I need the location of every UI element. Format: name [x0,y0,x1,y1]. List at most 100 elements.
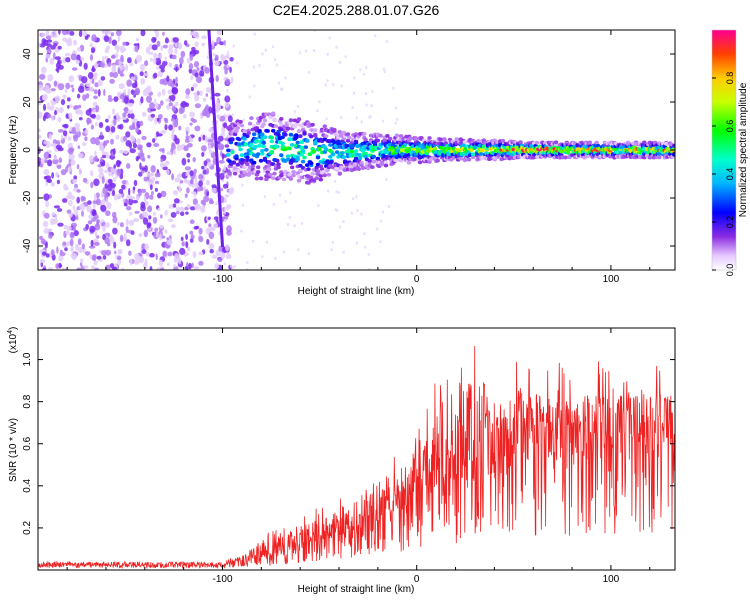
noise-speckle [293,224,296,228]
noise-speckle [324,83,327,87]
noise-speckle [43,193,50,201]
noise-speckle [133,217,140,223]
signal-cell [230,137,235,142]
noise-speckle [125,140,132,147]
signal-cell [298,168,303,173]
noise-speckle [351,197,355,201]
spectrogram-y-axis-label: Frequency (Hz) [8,116,19,185]
noise-speckle [105,30,112,35]
noise-speckle [109,78,115,84]
noise-speckle [140,78,146,85]
noise-speckle [159,53,163,60]
noise-speckle [176,173,182,179]
noise-speckle [166,237,169,241]
noise-speckle [153,72,158,79]
noise-speckle [191,46,196,51]
noise-speckle [48,228,53,232]
noise-speckle [68,75,75,83]
noise-speckle [57,222,64,227]
noise-speckle [174,41,178,48]
noise-speckle [174,137,180,145]
noise-speckle [110,126,116,133]
noise-speckle [253,32,256,36]
signal-cell [254,176,260,181]
signal-cell [287,137,292,142]
noise-speckle [38,157,42,164]
noise-speckle [132,142,137,149]
noise-speckle [133,260,140,265]
noise-speckle [60,169,67,176]
noise-speckle [106,242,111,247]
noise-speckle [154,231,157,237]
signal-cell [279,117,284,121]
noise-speckle [168,47,173,55]
spectrogram-x-tick-label: -100 [212,274,232,285]
noise-speckle [219,172,225,180]
colorbar-label: Normalized spectral amplitude [738,82,749,217]
noise-speckle [123,135,127,142]
noise-speckle [198,136,202,142]
noise-speckle [89,54,94,61]
noise-speckle [214,92,221,97]
snr-y-tick-label: 1.0 [22,352,33,366]
noise-speckle [97,79,103,87]
noise-speckle [202,134,206,141]
noise-speckle [159,233,162,241]
noise-speckle [170,83,175,88]
noise-speckle [136,120,141,129]
signal-cell [300,149,306,153]
signal-cell [288,132,294,137]
noise-speckle [68,213,73,218]
signal-cell [393,158,398,163]
noise-speckle [77,238,82,246]
noise-speckle [89,225,96,233]
noise-speckle [175,66,178,73]
noise-speckle [189,170,194,177]
noise-speckle [193,168,197,175]
noise-speckle [51,172,54,179]
noise-speckle [342,220,345,224]
noise-speckle [47,74,54,82]
noise-speckle [113,118,117,126]
signal-cell [302,155,307,160]
noise-speckle [57,116,62,123]
noise-speckle [172,37,179,43]
signal-cell [329,159,334,164]
noise-speckle [300,221,304,225]
noise-speckle [194,103,201,109]
noise-speckle [129,135,136,142]
signal-cell [276,162,281,167]
signal-cell [406,160,412,165]
noise-speckle [353,76,356,80]
noise-speckle [224,218,227,222]
noise-speckle [138,171,143,177]
noise-speckle [162,166,168,171]
noise-speckle [184,166,191,171]
noise-speckle [104,56,109,60]
noise-speckle [51,254,56,261]
noise-speckle [138,233,143,238]
noise-speckle [214,60,220,66]
noise-speckle [226,50,230,55]
noise-speckle [340,84,343,88]
noise-speckle [56,208,63,212]
noise-speckle [149,266,153,270]
noise-speckle [125,218,129,226]
noise-speckle [334,208,337,212]
noise-speckle [217,257,223,262]
signal-cell [256,165,261,170]
noise-speckle [153,211,156,216]
signal-cell [326,172,332,177]
noise-speckle [146,172,153,177]
noise-speckle [129,62,134,67]
noise-speckle [66,97,71,102]
noise-speckle [220,252,226,259]
noise-speckle [337,190,341,195]
snr-y-tick-label: 0.6 [22,436,33,450]
signal-cell [310,171,315,176]
noise-speckle [170,117,175,122]
noise-speckle [105,151,109,159]
noise-speckle [148,215,152,220]
noise-speckle [149,252,155,258]
noise-speckle [274,256,277,260]
